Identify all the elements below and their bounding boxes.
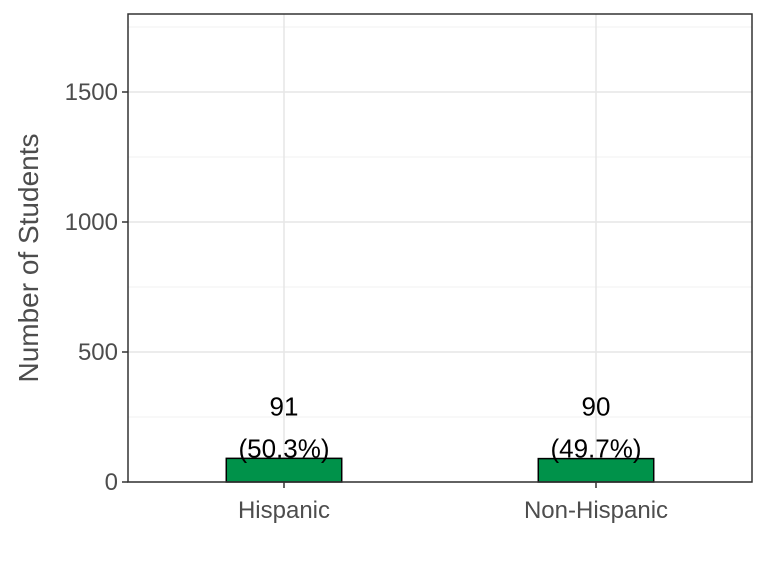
percent-label: (49.7%): [550, 434, 641, 464]
bar-layer: [225, 457, 655, 483]
panel-border: [127, 13, 753, 483]
y-tick-label: 1500: [65, 79, 118, 106]
count-label: 90: [582, 392, 611, 422]
axis-layer: 0 500 1000 1500 Hispanic Non-Hispanic: [65, 79, 668, 524]
percent-label: (50.3%): [238, 433, 329, 463]
y-axis-title: Number of Students: [13, 133, 44, 382]
y-tick-label: 1000: [65, 209, 118, 236]
y-tick-label: 500: [78, 339, 118, 366]
grid-layer: [128, 14, 752, 483]
data-label-layer: 91 (50.3%) 90 (49.7%): [238, 391, 641, 463]
x-tick-label: Hispanic: [238, 497, 330, 524]
x-tick-label: Non-Hispanic: [524, 497, 668, 524]
y-tick-label: 0: [105, 469, 118, 496]
count-label: 91: [270, 391, 299, 421]
